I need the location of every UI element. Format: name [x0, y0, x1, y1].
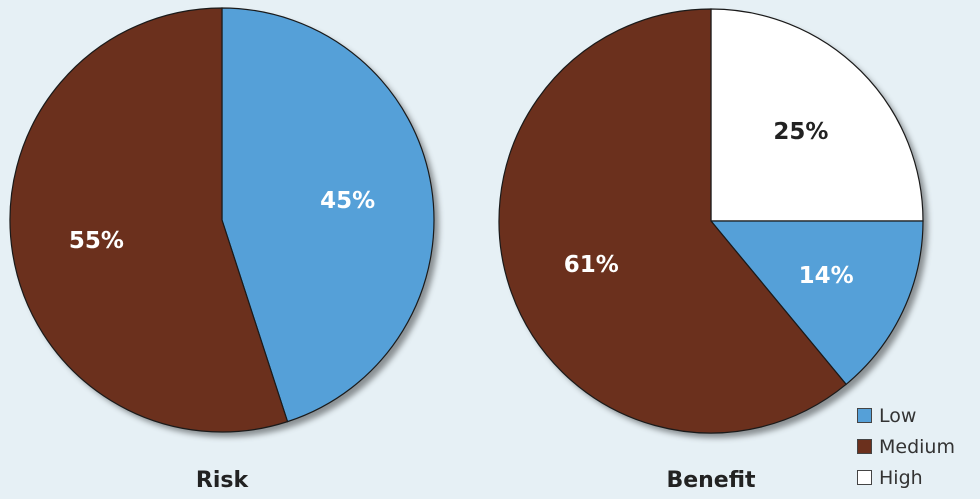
pie-slice-label-low: 14%	[799, 263, 854, 289]
pie-slice-medium	[498, 8, 847, 434]
legend-swatch-low	[857, 408, 872, 423]
legend-item-low: Low	[857, 400, 955, 431]
pie-slice-label-low: 45%	[320, 188, 375, 214]
pie-slice-label-high: 25%	[773, 119, 828, 145]
legend: Low Medium High	[857, 400, 955, 493]
pie-slice-low	[221, 7, 435, 423]
pie-slice-high	[710, 8, 924, 222]
benefit-pie: 25% 14% 61%	[498, 8, 924, 434]
legend-label-medium: Medium	[879, 435, 955, 458]
legend-label-high: High	[879, 466, 923, 489]
legend-item-high: High	[857, 462, 955, 493]
pie-slice-low	[709, 220, 924, 386]
risk-pie: 45% 55%	[9, 7, 435, 433]
legend-item-medium: Medium	[857, 431, 955, 462]
legend-label-low: Low	[879, 404, 917, 427]
legend-swatch-high	[857, 470, 872, 485]
pie-slice-label-medium: 61%	[564, 252, 619, 278]
risk-chart-title: Risk	[196, 468, 250, 493]
benefit-chart-title: Benefit	[666, 468, 756, 493]
pie-slice-label-medium: 55%	[69, 228, 124, 254]
pie-slice-medium	[9, 7, 289, 433]
legend-swatch-medium	[857, 439, 872, 454]
